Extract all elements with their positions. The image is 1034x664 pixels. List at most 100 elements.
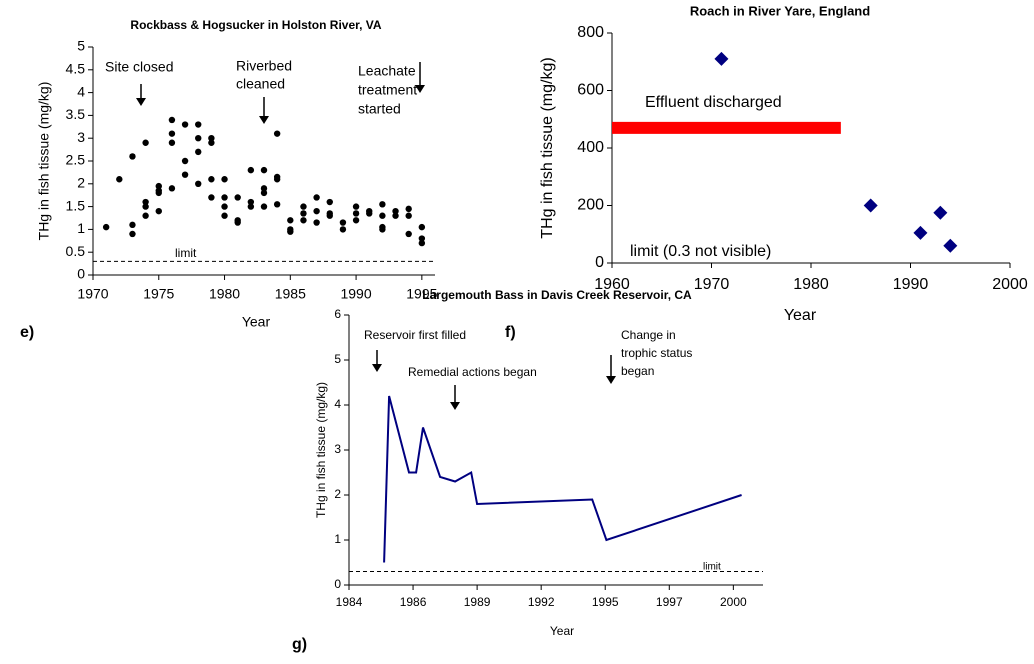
point bbox=[379, 212, 386, 219]
point bbox=[933, 205, 948, 220]
point bbox=[405, 212, 412, 219]
point bbox=[260, 185, 268, 192]
point bbox=[287, 228, 294, 235]
x-tick-label: 2000 bbox=[720, 595, 747, 609]
y-tick-label: 4 bbox=[77, 83, 85, 99]
annotation: treatment bbox=[358, 82, 417, 98]
point bbox=[102, 223, 110, 231]
y-tick-label: 2 bbox=[77, 175, 85, 191]
point bbox=[168, 185, 176, 192]
x-tick-label: 1997 bbox=[656, 595, 683, 609]
point bbox=[181, 157, 189, 165]
point bbox=[352, 203, 360, 210]
x-tick-label: 1970 bbox=[77, 286, 108, 302]
point bbox=[208, 135, 215, 142]
point bbox=[168, 116, 176, 124]
point bbox=[221, 194, 228, 201]
point bbox=[300, 217, 307, 224]
limit-label: limit bbox=[703, 562, 721, 573]
annotation: cleaned bbox=[236, 76, 285, 92]
y-tick-label: 400 bbox=[577, 139, 604, 156]
y-tick-label: 5 bbox=[77, 38, 85, 54]
arrow-head bbox=[606, 376, 616, 384]
x-tick-label: 1980 bbox=[793, 276, 829, 293]
y-tick-label: 1 bbox=[334, 532, 341, 546]
point bbox=[339, 219, 347, 226]
highlight-bar bbox=[612, 121, 841, 134]
y-tick-label: 3 bbox=[77, 129, 85, 145]
x-tick-label: 1992 bbox=[528, 595, 555, 609]
point bbox=[221, 203, 228, 210]
x-tick-label: 1980 bbox=[209, 286, 240, 302]
point bbox=[129, 221, 136, 229]
panel-label: e) bbox=[20, 324, 34, 341]
point bbox=[247, 166, 255, 174]
y-tick-label: 1.5 bbox=[66, 197, 86, 213]
point bbox=[379, 226, 386, 233]
x-tick-label: 2000 bbox=[992, 276, 1028, 293]
x-axis-label: Year bbox=[784, 307, 817, 324]
limit-label: limit bbox=[175, 246, 197, 260]
point bbox=[195, 180, 202, 187]
y-tick-label: 0 bbox=[334, 577, 341, 591]
point bbox=[221, 212, 228, 219]
y-tick-label: 3.5 bbox=[66, 106, 86, 122]
point bbox=[142, 203, 149, 210]
point bbox=[208, 139, 215, 146]
annotation: Site closed bbox=[105, 59, 173, 75]
point bbox=[168, 139, 176, 146]
y-tick-label: 0 bbox=[77, 266, 85, 282]
highlight-label: Effluent discharged bbox=[645, 94, 782, 111]
chart-title: Rockbass & Hogsucker in Holston River, V… bbox=[130, 18, 382, 32]
x-tick-label: 1985 bbox=[275, 286, 306, 302]
point bbox=[863, 198, 878, 213]
point bbox=[418, 235, 426, 242]
point bbox=[142, 139, 149, 146]
point bbox=[326, 212, 333, 219]
annotation: started bbox=[358, 101, 401, 117]
point bbox=[234, 194, 241, 201]
point bbox=[234, 219, 241, 226]
y-tick-label: 2 bbox=[334, 487, 341, 501]
annotation: Reservoir first filled bbox=[364, 328, 466, 342]
x-tick-label: 1990 bbox=[893, 276, 929, 293]
point bbox=[116, 176, 123, 183]
x-axis-label: Year bbox=[242, 314, 271, 330]
point bbox=[247, 198, 255, 206]
point bbox=[352, 217, 360, 224]
point bbox=[195, 121, 202, 128]
point bbox=[142, 198, 149, 206]
point bbox=[326, 198, 333, 206]
y-tick-label: 1 bbox=[77, 220, 85, 236]
point bbox=[418, 223, 426, 231]
point bbox=[300, 210, 307, 217]
annotation: Leachate bbox=[358, 63, 416, 79]
y-tick-label: 2.5 bbox=[66, 152, 86, 168]
y-tick-label: 200 bbox=[577, 197, 604, 214]
point bbox=[155, 182, 162, 190]
point bbox=[405, 205, 412, 213]
point bbox=[195, 135, 202, 142]
point bbox=[195, 148, 202, 156]
annotation: began bbox=[621, 364, 654, 378]
y-tick-label: 0.5 bbox=[66, 243, 86, 259]
panel-label: f) bbox=[505, 324, 516, 341]
point bbox=[366, 210, 373, 217]
x-axis-label: Year bbox=[550, 624, 574, 638]
y-tick-label: 4 bbox=[334, 397, 341, 411]
point bbox=[260, 166, 268, 174]
point bbox=[260, 203, 268, 210]
annotation: limit (0.3 not visible) bbox=[630, 243, 771, 260]
point bbox=[352, 210, 360, 217]
point bbox=[221, 176, 228, 183]
point bbox=[313, 207, 320, 215]
arrow-head bbox=[450, 402, 460, 410]
y-tick-label: 0 bbox=[595, 254, 604, 271]
x-tick-label: 1975 bbox=[143, 286, 174, 302]
point bbox=[405, 230, 412, 238]
point bbox=[313, 219, 320, 226]
x-tick-label: 1960 bbox=[594, 276, 630, 293]
arrow-head bbox=[372, 364, 382, 372]
point bbox=[392, 207, 399, 215]
